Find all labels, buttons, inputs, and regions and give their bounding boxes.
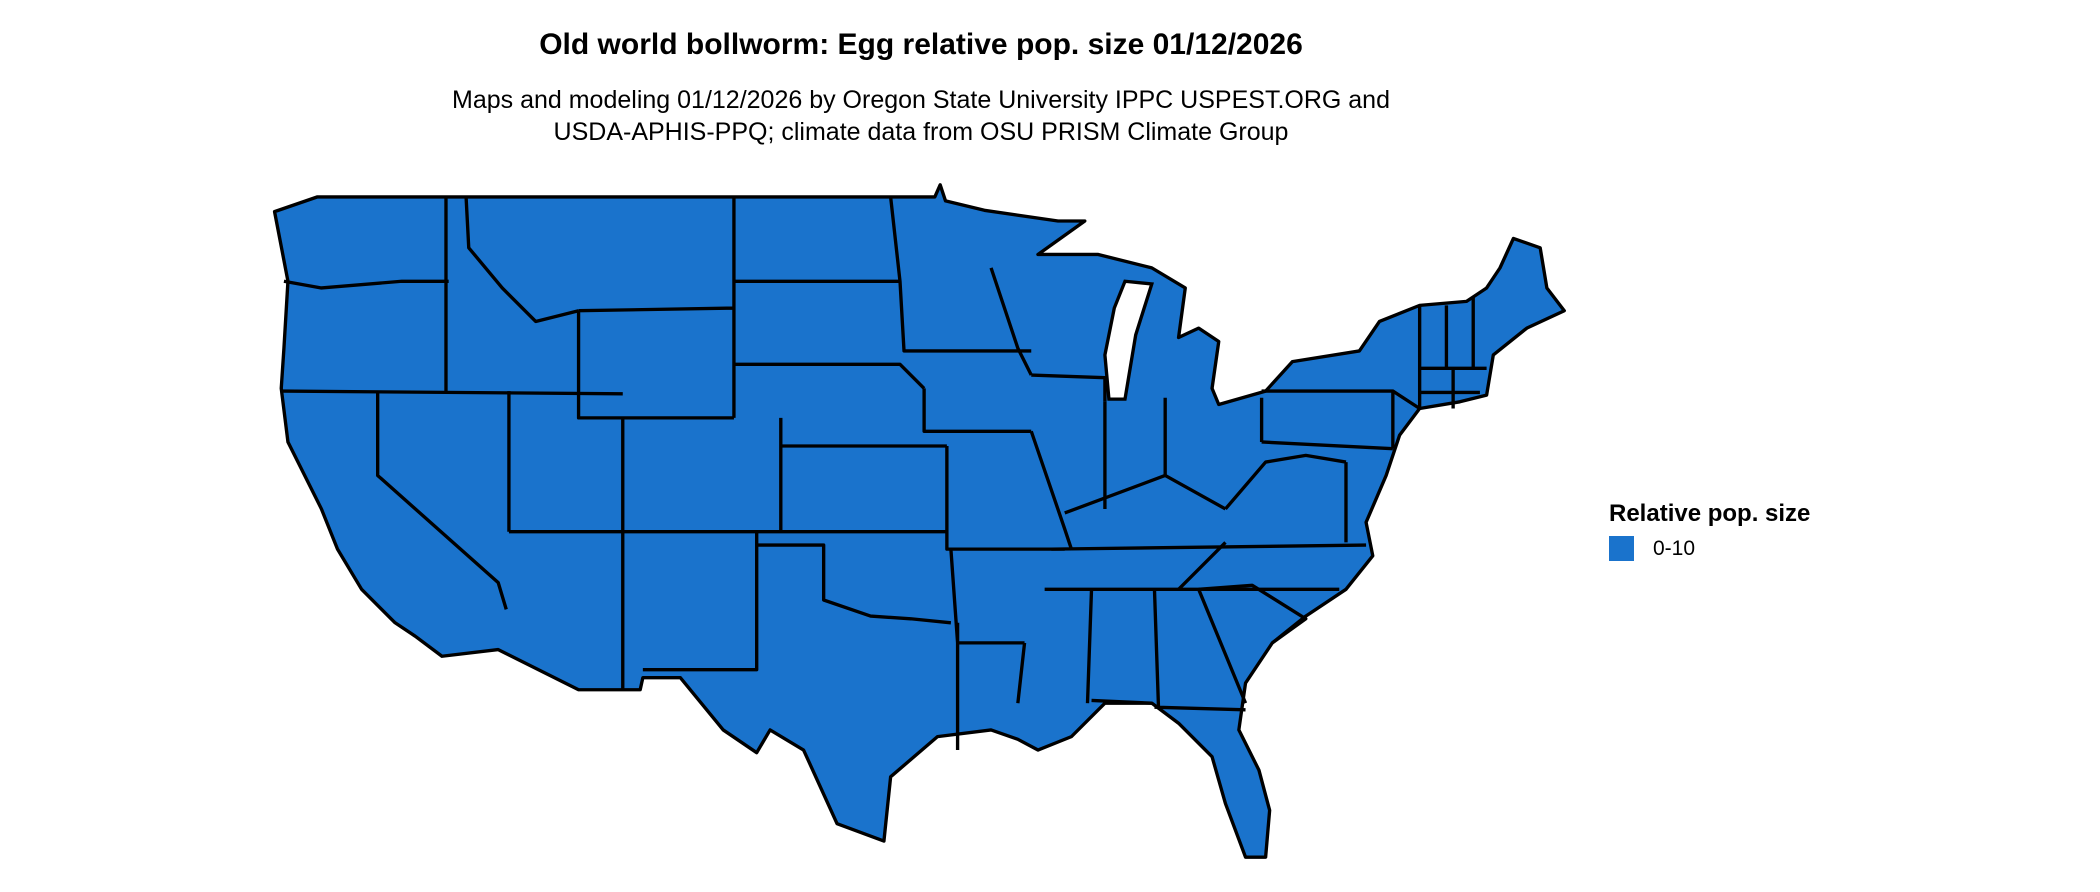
- border-new-england: [1419, 297, 1487, 409]
- border-dakotas-ne: [733, 279, 947, 448]
- border-wa-or: [283, 279, 449, 290]
- border-pa-ny: [1261, 305, 1422, 449]
- border-wy: [576, 196, 736, 420]
- border-ky-tn: [1044, 473, 1367, 591]
- subtitle-line-1: Maps and modeling 01/12/2026 by Oregon S…: [452, 86, 1390, 114]
- legend-swatch: [1609, 536, 1634, 561]
- border-ar-la-tx: [949, 549, 1027, 751]
- state-borders: [281, 196, 1487, 751]
- border-ca-nv: [376, 391, 508, 610]
- lake-michigan: [1103, 279, 1155, 401]
- border-sc-nc: [1177, 541, 1308, 645]
- border-il: [1029, 373, 1107, 550]
- border-mt-id: [464, 196, 579, 324]
- legend-item: 0-10: [1609, 536, 1810, 561]
- border-or-ca-nv-ut-id: [281, 389, 623, 396]
- subtitle-line-2: USDA-APHIS-PPQ; climate data from OSU PR…: [553, 118, 1289, 146]
- border-ut-az-co-nm: [508, 417, 947, 690]
- map-title: Old world bollworm: Egg relative pop. si…: [539, 28, 1303, 61]
- legend: Relative pop. size 0-10: [1609, 500, 1810, 561]
- us-land-outline: [272, 183, 1566, 859]
- border-va-wv: [1224, 440, 1393, 543]
- border-tx-ok: [756, 543, 952, 625]
- border-ia-mo: [922, 388, 1065, 551]
- border-in-oh: [1103, 397, 1264, 509]
- legend-item-label: 0-10: [1653, 536, 1696, 560]
- border-ms-al-ga: [1085, 588, 1248, 712]
- map-subtitle: Maps and modeling 01/12/2026 by Oregon S…: [0, 84, 1842, 148]
- border-mn: [888, 196, 1033, 376]
- legend-title: Relative pop. size: [1609, 500, 1811, 527]
